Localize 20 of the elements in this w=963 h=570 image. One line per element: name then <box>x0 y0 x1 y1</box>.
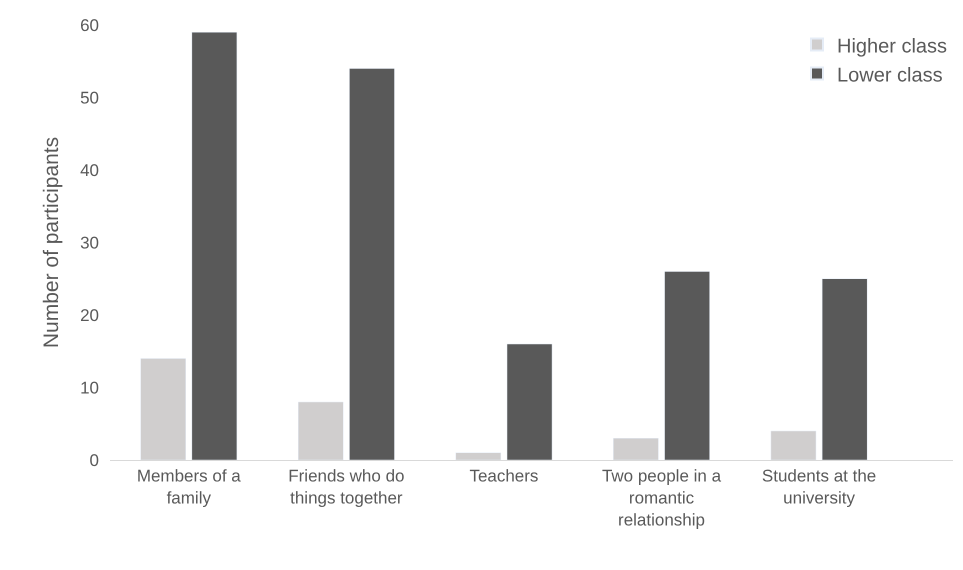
y-tick-label: 60 <box>80 16 99 35</box>
bar <box>349 68 395 460</box>
bar <box>822 278 868 460</box>
x-tick-label: Students at the university <box>762 466 876 508</box>
legend-label: Lower class <box>837 64 943 86</box>
x-tick-label: Members of a family <box>136 466 242 508</box>
y-tick-label: 50 <box>80 88 99 108</box>
bar <box>664 271 710 460</box>
bar <box>506 344 552 460</box>
x-tick-label: Two people in a romantic relationship <box>602 466 722 530</box>
y-tick-label: 40 <box>80 160 99 180</box>
x-tick-label: Teachers <box>469 466 538 486</box>
y-tick-label: 30 <box>80 233 99 252</box>
x-tick-label: Friends who do things together <box>288 466 404 508</box>
y-tick-label: 10 <box>80 378 99 398</box>
bar <box>192 32 238 460</box>
legend-label: Higher class <box>837 35 948 58</box>
y-tick-label: 20 <box>80 306 99 325</box>
y-tick-label: 0 <box>90 450 99 470</box>
y-axis-title: Number of participants <box>40 136 64 348</box>
